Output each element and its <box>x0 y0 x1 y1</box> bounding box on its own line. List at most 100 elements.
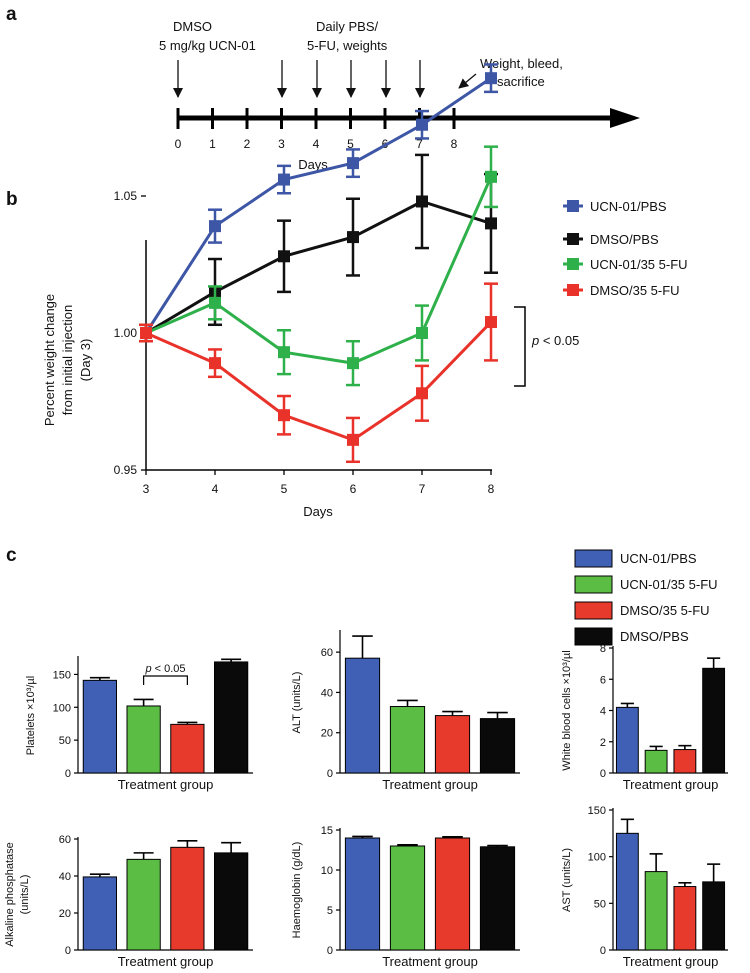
c-p-annotation: p < 0.05 <box>144 663 185 675</box>
b-data-point <box>485 316 497 329</box>
c-y-tick-label: 150 <box>53 669 71 681</box>
c-y-tick-label: 60 <box>321 647 333 659</box>
c-y-tick-label: 0 <box>600 768 606 780</box>
c-subplot-5: 0 5 10 15 Treatment group Haemoglobin (g/dL) <box>291 825 520 969</box>
c-y-tick-label: 40 <box>59 871 71 883</box>
b-data-point <box>347 231 359 244</box>
c-x-axis-label: Treatment group <box>382 777 478 792</box>
c-y-axis-label: (units/L) <box>19 875 31 915</box>
b-series-dmso-35-5-fu <box>139 282 498 464</box>
c-y-tick-label: 8 <box>600 643 606 655</box>
c-bar <box>702 667 726 774</box>
b-x-ticks: 3 4 5 6 7 8 <box>143 470 495 496</box>
c-subplot-6: 0 50 100 150 Treatment group AST (units/L) <box>561 805 728 969</box>
b-p-annotation: p < 0.05 <box>531 333 579 348</box>
c-subplot-1: 0 50 100 150 Treatment group Platelets ×10³/µ… <box>25 656 253 792</box>
c-y-axis-label: White blood cells ×10³/µl <box>561 650 573 770</box>
b-data-point <box>347 357 359 370</box>
c-legend-swatch <box>574 575 613 594</box>
c-bar <box>673 886 697 951</box>
c-bar <box>615 706 639 774</box>
c-y-tick-label: 4 <box>600 706 606 718</box>
c-bar <box>673 749 697 774</box>
panel-a-letter: a <box>6 4 17 25</box>
c-subplot-4: 0 20 40 60 Treatment group Alkaline phosphata… <box>4 834 253 969</box>
c-y-axis-label: Alkaline phosphatase <box>4 842 16 947</box>
b-data-point <box>209 220 221 233</box>
c-bar <box>344 657 381 774</box>
c-y-tick-label: 20 <box>321 728 333 740</box>
annotation-daily-line2: 5-FU, weights <box>307 38 388 53</box>
c-bar <box>82 876 117 951</box>
c-bar <box>126 858 161 951</box>
timeline-tick-label: 7 <box>416 137 423 151</box>
c-bar <box>82 679 117 774</box>
panel-b-letter: b <box>6 189 18 210</box>
c-y-tick-label: 20 <box>59 908 71 920</box>
b-data-point <box>347 157 359 170</box>
b-y-tick-label: 1.05 <box>114 189 138 203</box>
annotation-daily-line1: Daily PBS/ <box>316 19 379 34</box>
c-y-tick-label: 0 <box>65 768 71 780</box>
c-x-axis-label: Treatment group <box>623 777 719 792</box>
timeline-tick-label: 2 <box>244 137 251 151</box>
panel-c-blood-chemistry: c UCN-01/PBS UCN-01/35 5-FU DMSO/35 5-FU DM… <box>4 545 728 969</box>
c-y-tick-label: 150 <box>588 805 606 817</box>
b-data-point <box>278 173 290 186</box>
timeline-tick-label: 8 <box>451 137 458 151</box>
b-series-line <box>144 76 492 334</box>
b-legend: UCN-01/PBS DMSO/PBS UCN-01/35 5-FU DMSO/35 … <box>563 199 688 298</box>
b-x-tick-label: 4 <box>212 482 219 496</box>
b-data-point <box>278 250 290 263</box>
b-series-line <box>145 176 493 365</box>
c-x-axis-label: Treatment group <box>118 954 214 969</box>
c-y-tick-label: 5 <box>327 905 333 917</box>
c-legend-swatch <box>574 601 613 620</box>
timeline-arrowhead <box>610 108 640 128</box>
c-y-axis-label: AST (units/L) <box>561 848 573 912</box>
b-data-point <box>278 346 290 359</box>
timeline-event-arrows <box>173 60 477 98</box>
c-y-tick-label: 50 <box>59 735 71 747</box>
c-x-axis-label: Treatment group <box>623 954 719 969</box>
c-bar <box>170 723 205 774</box>
b-series-line <box>145 320 493 442</box>
timeline-tick-label: 0 <box>175 137 182 151</box>
panel-c-letter: c <box>6 545 17 566</box>
c-subplot-3: 0 2 4 6 8 Treatment group White blood cells ×1… <box>561 643 728 792</box>
c-bar <box>644 749 668 774</box>
c-bar <box>170 846 205 951</box>
c-y-axis-label: ALT (units/L) <box>291 672 303 734</box>
b-legend-marker <box>567 284 579 296</box>
c-bar <box>615 832 639 951</box>
c-legend-swatch <box>574 627 613 646</box>
b-x-tick-label: 5 <box>281 482 288 496</box>
b-x-tick-label: 3 <box>143 482 150 496</box>
b-data-point <box>416 195 428 208</box>
c-bar <box>214 661 249 774</box>
b-series-ucn-01-pbs <box>139 63 498 343</box>
timeline-xlabel: Days <box>298 157 328 172</box>
c-y-axis-label: Platelets ×10³/µl <box>25 676 37 755</box>
b-data-point <box>485 170 497 183</box>
c-y-tick-label: 100 <box>53 702 71 714</box>
c-subplot-2: 0 20 40 60 Treatment group ALT (units/L) <box>291 630 520 792</box>
b-data-point <box>209 296 221 309</box>
arrow-day8 <box>458 73 477 89</box>
b-legend-label: DMSO/35 5-FU <box>590 283 680 298</box>
c-y-tick-label: 0 <box>327 945 333 957</box>
c-y-tick-label: 2 <box>600 737 606 749</box>
timeline-tick-label: 1 <box>209 137 216 151</box>
c-y-tick-label: 0 <box>600 945 606 957</box>
b-series <box>139 63 498 464</box>
b-data-point <box>416 387 428 400</box>
annotation-dmso-line1: DMSO <box>173 19 212 34</box>
b-data-point <box>209 357 221 370</box>
b-y-label-line: from initial injection <box>60 305 75 416</box>
c-y-tick-label: 15 <box>321 825 333 837</box>
b-y-ticks: 0.95 1.00 1.05 <box>114 189 146 477</box>
c-bar <box>644 871 668 951</box>
timeline-tick-label: 4 <box>313 137 320 151</box>
b-y-label-line: Percent weight change <box>42 294 57 426</box>
